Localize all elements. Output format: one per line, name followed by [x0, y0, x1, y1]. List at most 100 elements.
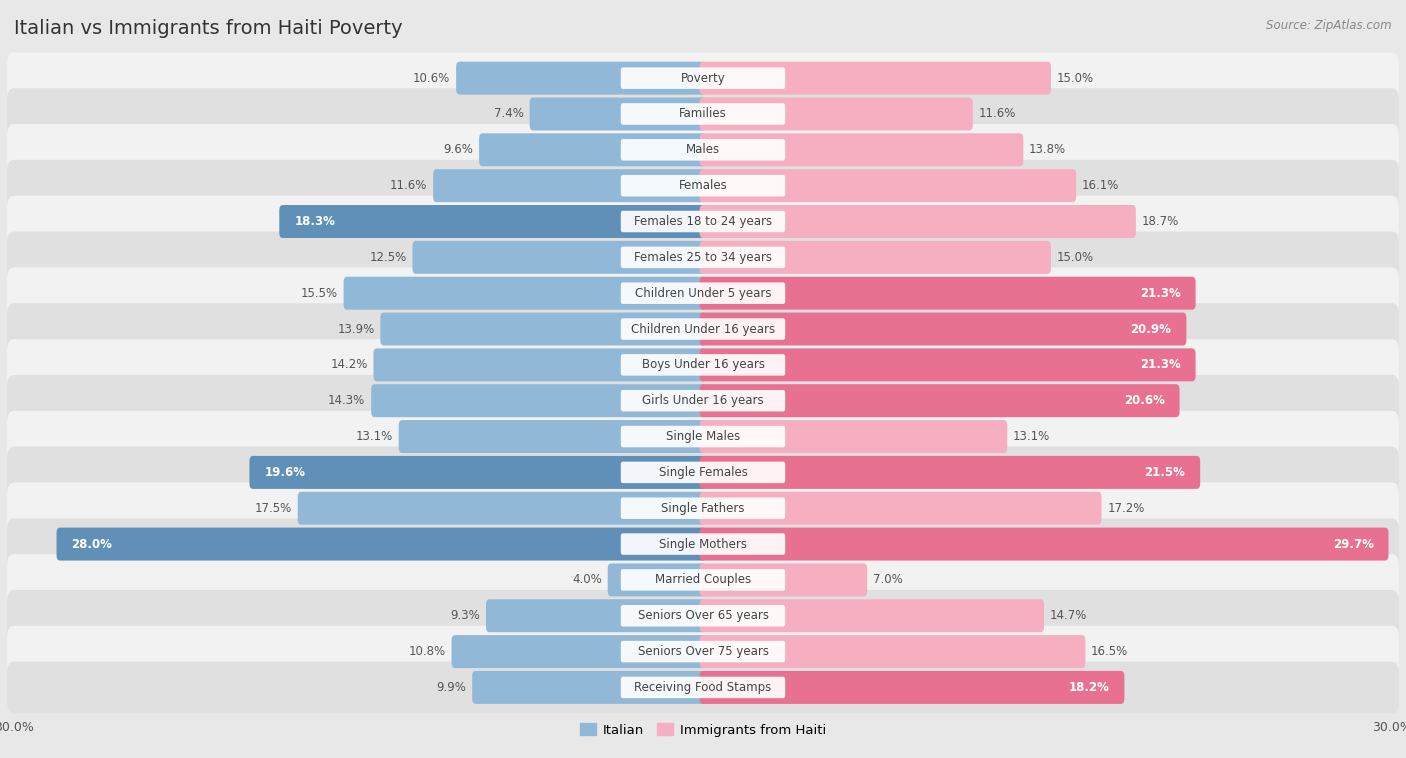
FancyBboxPatch shape	[700, 563, 868, 597]
FancyBboxPatch shape	[621, 426, 785, 447]
FancyBboxPatch shape	[7, 303, 1399, 355]
FancyBboxPatch shape	[7, 88, 1399, 139]
Text: 19.6%: 19.6%	[264, 466, 305, 479]
FancyBboxPatch shape	[621, 246, 785, 268]
Text: 15.0%: 15.0%	[1057, 251, 1094, 264]
Text: 18.2%: 18.2%	[1069, 681, 1109, 694]
Text: 28.0%: 28.0%	[72, 537, 112, 550]
FancyBboxPatch shape	[700, 456, 1201, 489]
Text: 10.8%: 10.8%	[409, 645, 446, 658]
Text: 21.3%: 21.3%	[1140, 287, 1181, 299]
FancyBboxPatch shape	[7, 231, 1399, 283]
Text: 18.3%: 18.3%	[294, 215, 335, 228]
FancyBboxPatch shape	[621, 462, 785, 483]
Text: 18.7%: 18.7%	[1142, 215, 1178, 228]
FancyBboxPatch shape	[621, 641, 785, 662]
Text: 13.9%: 13.9%	[337, 323, 374, 336]
Text: 21.5%: 21.5%	[1144, 466, 1185, 479]
FancyBboxPatch shape	[343, 277, 706, 310]
FancyBboxPatch shape	[7, 52, 1399, 104]
Text: 15.0%: 15.0%	[1057, 72, 1094, 85]
FancyBboxPatch shape	[7, 339, 1399, 390]
Text: 21.3%: 21.3%	[1140, 359, 1181, 371]
Text: Children Under 5 years: Children Under 5 years	[634, 287, 772, 299]
FancyBboxPatch shape	[700, 241, 1050, 274]
Text: 16.1%: 16.1%	[1083, 179, 1119, 193]
FancyBboxPatch shape	[621, 175, 785, 196]
FancyBboxPatch shape	[7, 518, 1399, 570]
FancyBboxPatch shape	[7, 375, 1399, 427]
FancyBboxPatch shape	[700, 349, 1195, 381]
FancyBboxPatch shape	[700, 671, 1125, 704]
Text: 9.6%: 9.6%	[443, 143, 474, 156]
Text: 13.1%: 13.1%	[356, 430, 392, 443]
Text: Females 25 to 34 years: Females 25 to 34 years	[634, 251, 772, 264]
Text: Italian vs Immigrants from Haiti Poverty: Italian vs Immigrants from Haiti Poverty	[14, 19, 402, 38]
FancyBboxPatch shape	[486, 600, 706, 632]
FancyBboxPatch shape	[479, 133, 706, 166]
FancyBboxPatch shape	[700, 635, 1085, 668]
Text: 14.2%: 14.2%	[330, 359, 368, 371]
FancyBboxPatch shape	[621, 283, 785, 304]
FancyBboxPatch shape	[371, 384, 706, 417]
Text: Females 18 to 24 years: Females 18 to 24 years	[634, 215, 772, 228]
FancyBboxPatch shape	[298, 492, 706, 525]
Text: 15.5%: 15.5%	[301, 287, 337, 299]
FancyBboxPatch shape	[7, 554, 1399, 606]
Text: 14.3%: 14.3%	[328, 394, 366, 407]
FancyBboxPatch shape	[7, 268, 1399, 319]
Text: 20.6%: 20.6%	[1123, 394, 1164, 407]
FancyBboxPatch shape	[280, 205, 706, 238]
FancyBboxPatch shape	[472, 671, 706, 704]
FancyBboxPatch shape	[621, 354, 785, 376]
Text: Females: Females	[679, 179, 727, 193]
Text: 7.4%: 7.4%	[494, 108, 524, 121]
Text: 17.2%: 17.2%	[1107, 502, 1144, 515]
FancyBboxPatch shape	[621, 211, 785, 232]
FancyBboxPatch shape	[7, 160, 1399, 211]
FancyBboxPatch shape	[374, 349, 706, 381]
FancyBboxPatch shape	[7, 590, 1399, 641]
FancyBboxPatch shape	[700, 169, 1076, 202]
Text: Seniors Over 65 years: Seniors Over 65 years	[637, 609, 769, 622]
FancyBboxPatch shape	[7, 446, 1399, 498]
FancyBboxPatch shape	[7, 626, 1399, 678]
FancyBboxPatch shape	[621, 677, 785, 698]
FancyBboxPatch shape	[621, 318, 785, 340]
Text: 9.9%: 9.9%	[437, 681, 467, 694]
Text: Boys Under 16 years: Boys Under 16 years	[641, 359, 765, 371]
Text: 4.0%: 4.0%	[572, 573, 602, 587]
FancyBboxPatch shape	[700, 384, 1180, 417]
Text: Poverty: Poverty	[681, 72, 725, 85]
FancyBboxPatch shape	[700, 205, 1136, 238]
FancyBboxPatch shape	[621, 534, 785, 555]
Text: Receiving Food Stamps: Receiving Food Stamps	[634, 681, 772, 694]
FancyBboxPatch shape	[621, 569, 785, 590]
FancyBboxPatch shape	[7, 662, 1399, 713]
FancyBboxPatch shape	[530, 98, 706, 130]
FancyBboxPatch shape	[7, 411, 1399, 462]
Text: 20.9%: 20.9%	[1130, 323, 1171, 336]
Text: Single Males: Single Males	[666, 430, 740, 443]
Text: Source: ZipAtlas.com: Source: ZipAtlas.com	[1267, 19, 1392, 32]
FancyBboxPatch shape	[700, 528, 1389, 561]
FancyBboxPatch shape	[412, 241, 706, 274]
Text: Single Mothers: Single Mothers	[659, 537, 747, 550]
Text: 11.6%: 11.6%	[389, 179, 427, 193]
FancyBboxPatch shape	[621, 390, 785, 412]
Text: 17.5%: 17.5%	[254, 502, 292, 515]
Text: 13.1%: 13.1%	[1012, 430, 1050, 443]
Text: 9.3%: 9.3%	[450, 609, 481, 622]
FancyBboxPatch shape	[399, 420, 706, 453]
FancyBboxPatch shape	[433, 169, 706, 202]
FancyBboxPatch shape	[621, 497, 785, 519]
Text: Single Fathers: Single Fathers	[661, 502, 745, 515]
FancyBboxPatch shape	[7, 482, 1399, 534]
Text: Seniors Over 75 years: Seniors Over 75 years	[637, 645, 769, 658]
FancyBboxPatch shape	[700, 312, 1187, 346]
Text: 16.5%: 16.5%	[1091, 645, 1129, 658]
FancyBboxPatch shape	[456, 61, 706, 95]
Text: Single Females: Single Females	[658, 466, 748, 479]
Legend: Italian, Immigrants from Haiti: Italian, Immigrants from Haiti	[575, 719, 831, 742]
FancyBboxPatch shape	[700, 133, 1024, 166]
